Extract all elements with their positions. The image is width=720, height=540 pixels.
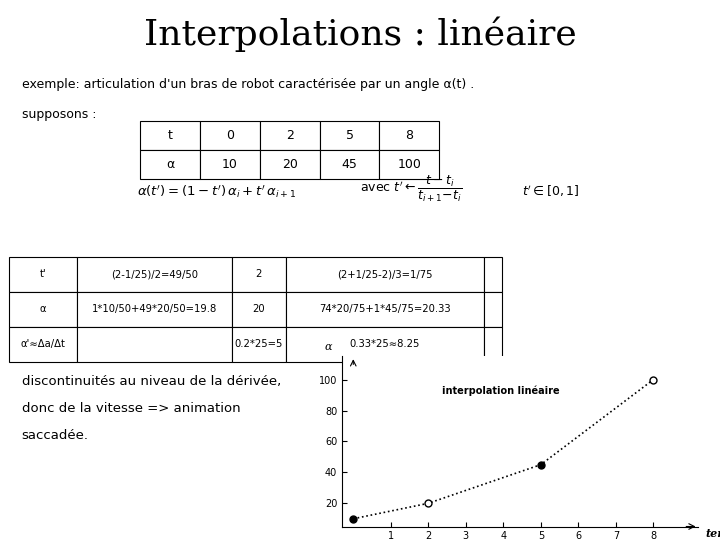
Bar <box>484 292 502 327</box>
Text: 2: 2 <box>256 269 262 279</box>
Text: 0.2*25=5: 0.2*25=5 <box>235 339 283 349</box>
Bar <box>379 150 439 179</box>
Text: interpolation linéaire: interpolation linéaire <box>442 386 559 396</box>
Text: $t' \in [0,1]$: $t' \in [0,1]$ <box>522 184 580 199</box>
Text: α: α <box>324 342 332 352</box>
Bar <box>260 122 320 150</box>
Bar <box>286 292 484 327</box>
Text: (2+1/25-2)/3=1/75: (2+1/25-2)/3=1/75 <box>337 269 433 279</box>
Bar <box>77 256 232 292</box>
Text: donc de la vitesse => animation: donc de la vitesse => animation <box>22 402 240 415</box>
Bar <box>320 122 379 150</box>
Text: saccadée.: saccadée. <box>22 429 89 442</box>
Text: supposons :: supposons : <box>22 108 96 121</box>
Text: 10: 10 <box>222 158 238 171</box>
Bar <box>232 327 286 362</box>
Text: 0.33*25≈8.25: 0.33*25≈8.25 <box>350 339 420 349</box>
Text: α: α <box>40 304 46 314</box>
Text: discontinuités au niveau de la dérivée,: discontinuités au niveau de la dérivée, <box>22 375 281 388</box>
Text: 74*20/75+1*45/75=20.33: 74*20/75+1*45/75=20.33 <box>319 304 451 314</box>
Bar <box>484 256 502 292</box>
Bar <box>286 327 484 362</box>
Text: α: α <box>166 158 174 171</box>
Bar <box>9 292 77 327</box>
Text: avec $t' \leftarrow \dfrac{t-t_i}{t_{i+1}\!-\!t_i}$: avec $t' \leftarrow \dfrac{t-t_i}{t_{i+1… <box>360 174 462 204</box>
Text: α'≈Δa/Δt: α'≈Δa/Δt <box>20 339 66 349</box>
Bar <box>77 292 232 327</box>
Bar <box>77 327 232 362</box>
Text: 1*10/50+49*20/50=19.8: 1*10/50+49*20/50=19.8 <box>92 304 217 314</box>
Text: 2: 2 <box>286 129 294 143</box>
Text: 8: 8 <box>405 129 413 143</box>
Bar <box>232 256 286 292</box>
Text: $\alpha(t') = (1-t')\,\alpha_i + t'\,\alpha_{i+1}$: $\alpha(t') = (1-t')\,\alpha_i + t'\,\al… <box>137 184 296 200</box>
Bar <box>320 150 379 179</box>
Text: Interpolations : linéaire: Interpolations : linéaire <box>143 16 577 52</box>
Bar <box>232 292 286 327</box>
Text: t: t <box>168 129 173 143</box>
Text: t': t' <box>40 269 46 279</box>
Bar <box>9 256 77 292</box>
Bar <box>200 122 260 150</box>
Text: 100: 100 <box>397 158 421 171</box>
Bar <box>9 327 77 362</box>
Text: 5: 5 <box>346 129 354 143</box>
Text: 20: 20 <box>282 158 298 171</box>
Text: exemple: articulation d'un bras de robot caractérisée par un angle α(t) .: exemple: articulation d'un bras de robot… <box>22 78 474 91</box>
Bar <box>140 150 200 179</box>
Bar <box>200 150 260 179</box>
Text: (2-1/25)/2=49/50: (2-1/25)/2=49/50 <box>111 269 198 279</box>
Text: 0: 0 <box>226 129 234 143</box>
Text: temps: temps <box>706 528 720 539</box>
Bar <box>484 327 502 362</box>
Bar <box>379 122 439 150</box>
Bar <box>260 150 320 179</box>
Text: 20: 20 <box>253 304 265 314</box>
Bar <box>286 256 484 292</box>
Text: 45: 45 <box>341 158 358 171</box>
Bar <box>140 122 200 150</box>
